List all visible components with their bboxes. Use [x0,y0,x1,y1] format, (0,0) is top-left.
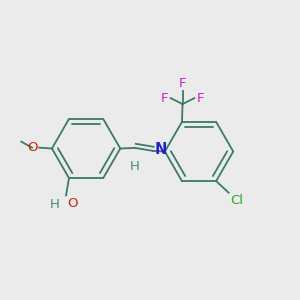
Text: F: F [179,77,186,90]
Text: H: H [50,198,59,211]
Text: O: O [27,141,38,154]
Text: F: F [161,92,168,105]
Text: O: O [68,197,78,210]
Text: H: H [130,160,140,173]
Text: F: F [197,92,204,105]
Text: Cl: Cl [230,194,243,208]
Text: N: N [154,142,167,157]
